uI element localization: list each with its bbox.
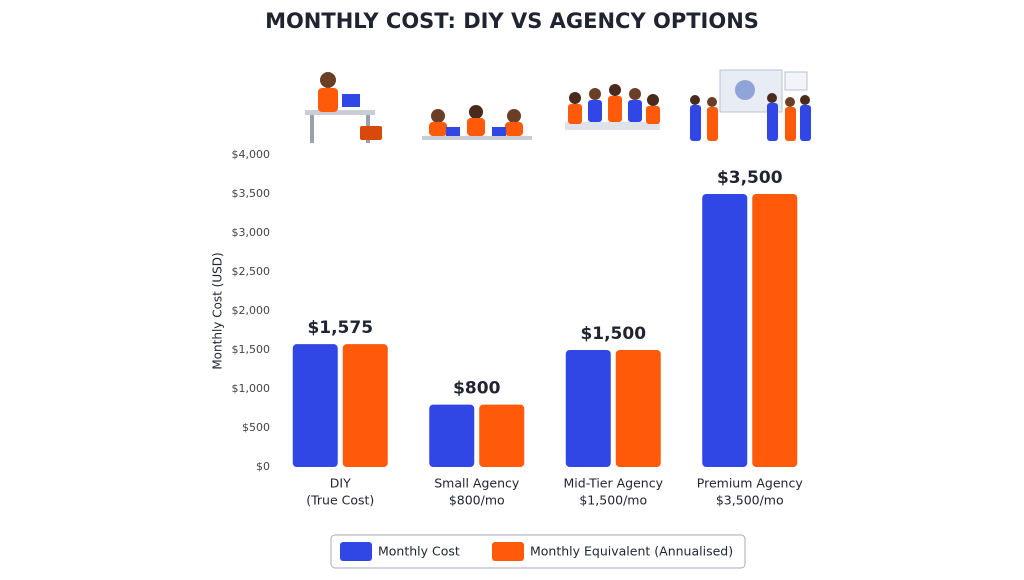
x-tick-sublabel: $1,500/mo [579, 493, 647, 508]
bar [429, 404, 475, 467]
y-tick-label: $3,500 [232, 187, 271, 200]
x-tick-sublabel: $800/mo [449, 493, 505, 508]
y-axis-label: Monthly Cost (USD) [211, 252, 225, 369]
value-label: $1,575 [307, 318, 373, 338]
legend-label: Monthly Cost [378, 544, 460, 559]
legend-label: Monthly Equivalent (Annualised) [530, 544, 733, 559]
illustration-diy [305, 72, 382, 143]
y-tick-label: $2,000 [232, 304, 271, 317]
bar [565, 350, 611, 467]
chart-title: MONTHLY COST: DIY VS AGENCY OPTIONS [265, 9, 759, 33]
bar [752, 194, 798, 467]
bar [479, 404, 525, 467]
bar [342, 344, 388, 467]
y-tick-label: $3,000 [232, 226, 271, 239]
x-tick-label: Premium Agency [697, 476, 804, 491]
x-tick-label: Small Agency [434, 476, 520, 491]
y-tick-label: $4,000 [232, 148, 271, 161]
y-tick-label: $2,500 [232, 265, 271, 278]
x-tick-sublabel: (True Cost) [306, 493, 374, 508]
y-tick-label: $1,000 [232, 382, 271, 395]
illustration-small-agency [422, 105, 532, 140]
bar [702, 194, 748, 467]
y-tick-label: $0 [256, 460, 270, 473]
value-label: $800 [453, 379, 500, 399]
bar [292, 344, 338, 467]
x-tick-sublabel: $3,500/mo [716, 493, 784, 508]
legend-swatch [492, 542, 524, 561]
y-tick-label: $500 [242, 421, 270, 434]
x-tick-label: Mid-Tier Agency [564, 476, 664, 491]
value-label: $3,500 [717, 168, 783, 188]
illustration-mid-tier-agency [565, 84, 660, 130]
legend-box [330, 534, 746, 569]
x-tick-label: DIY [330, 476, 351, 491]
illustration-premium-agency [690, 69, 811, 141]
value-label: $1,500 [580, 324, 646, 344]
legend-swatch [340, 542, 372, 561]
y-tick-label: $1,500 [232, 343, 271, 356]
bar [615, 350, 661, 467]
